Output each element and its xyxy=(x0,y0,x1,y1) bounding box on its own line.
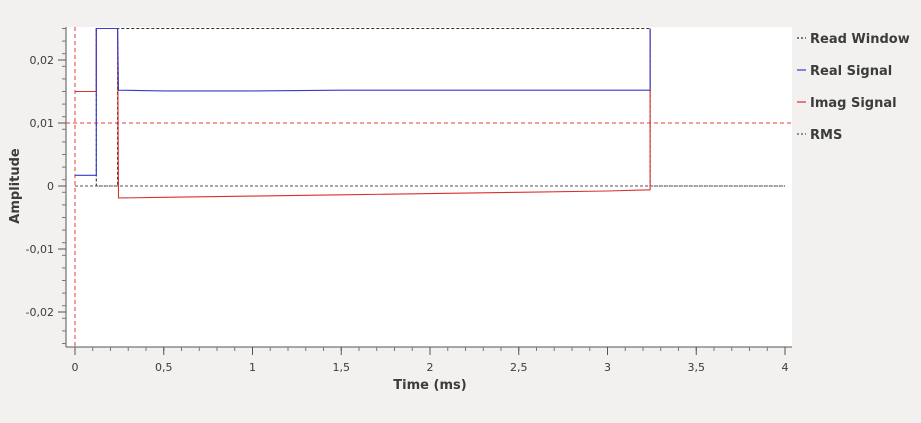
legend: Read Window Real Signal Imag Signal RMS xyxy=(797,32,910,143)
x-tick-label: 1 xyxy=(249,361,256,374)
legend-label-imag-signal: Imag Signal xyxy=(810,96,897,111)
y-tick-label: -0,02 xyxy=(26,306,54,319)
y-tick-label: -0,01 xyxy=(26,243,54,256)
legend-label-real-signal: Real Signal xyxy=(810,64,892,79)
y-tick-label: 0,01 xyxy=(30,117,55,130)
legend-label-read-window: Read Window xyxy=(810,32,910,47)
x-tick-label: 0,5 xyxy=(155,361,173,374)
x-tick-label: 2,5 xyxy=(510,361,528,374)
x-axis-ticks: 0 0,5 1 1,5 2 2,5 3 3,5 4 xyxy=(72,347,789,374)
reference-lines xyxy=(66,27,792,347)
series-lines xyxy=(75,27,785,199)
plot-area xyxy=(66,27,792,347)
real-signal-line xyxy=(75,27,651,176)
y-tick-label: 0,02 xyxy=(30,54,55,67)
x-tick-label: 4 xyxy=(782,361,789,374)
y-tick-label: 0 xyxy=(47,180,54,193)
x-tick-label: 2 xyxy=(427,361,434,374)
legend-label-rms: RMS xyxy=(810,128,842,143)
x-tick-label: 3,5 xyxy=(688,361,706,374)
x-tick-label: 3 xyxy=(604,361,611,374)
x-tick-label: 0 xyxy=(72,361,79,374)
y-axis-ticks: 0,02 0,01 0 -0,01 -0,02 xyxy=(26,54,66,319)
y-axis-title: Amplitude xyxy=(8,148,23,224)
x-axis-title: Time (ms) xyxy=(393,378,466,393)
x-tick-label: 1,5 xyxy=(333,361,351,374)
